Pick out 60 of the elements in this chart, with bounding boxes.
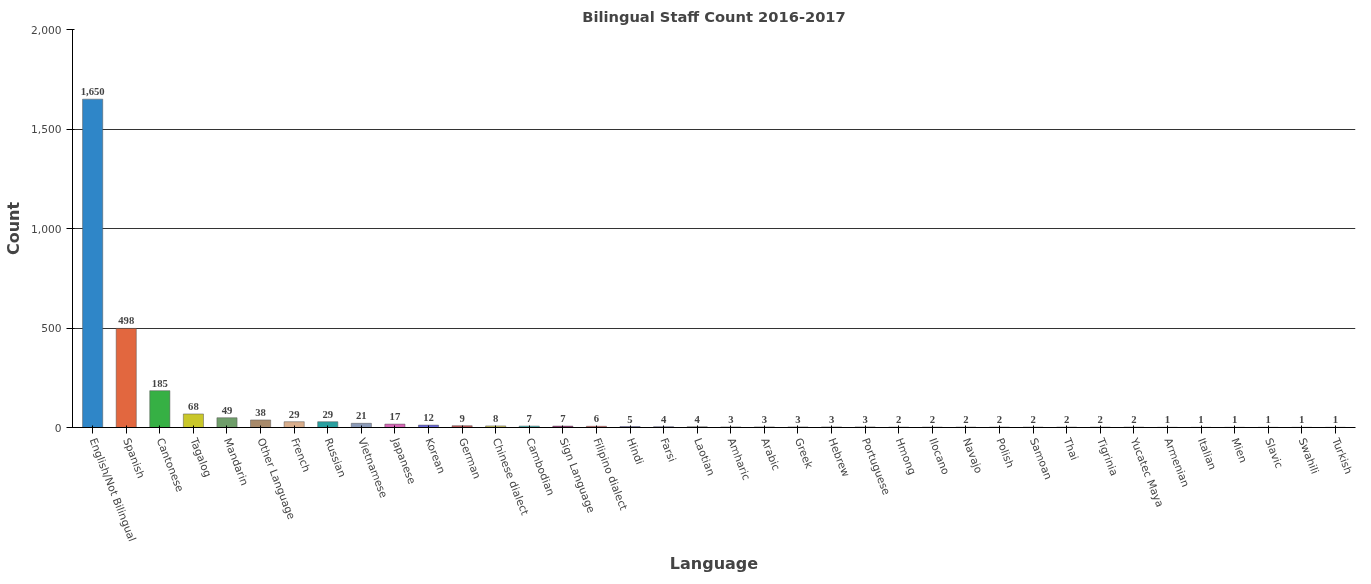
- data-label: 498: [118, 315, 135, 327]
- y-tick-label: 500: [41, 322, 62, 335]
- data-label: 12: [423, 412, 434, 424]
- data-label: 3: [728, 413, 734, 425]
- y-tick-label: 1,500: [30, 123, 62, 136]
- y-tick-label: 2,000: [30, 23, 62, 37]
- data-label: 2: [929, 414, 935, 426]
- data-label: 3: [862, 413, 868, 425]
- data-label: 3: [761, 413, 768, 425]
- x-tick-label: Navajo: [959, 436, 986, 476]
- data-label: 2: [1030, 414, 1036, 426]
- data-label: 2: [996, 414, 1003, 426]
- y-tick-label: 0: [54, 421, 62, 435]
- data-label: 21: [356, 410, 367, 422]
- data-label: 1: [1299, 414, 1305, 426]
- data-label: 2: [1097, 414, 1103, 426]
- data-label: 1: [1332, 414, 1339, 426]
- data-label: 29: [288, 408, 300, 420]
- data-label: 1: [1198, 414, 1204, 426]
- data-label: 49: [221, 404, 233, 416]
- x-tick-label: Arabic: [758, 436, 783, 473]
- x-tick-label: Tigrinia: [1093, 435, 1121, 478]
- x-tick-label: Farsi: [657, 436, 679, 464]
- data-label: 4: [694, 413, 701, 425]
- y-tick-label: 1,000: [30, 222, 62, 236]
- data-label: 17: [389, 411, 401, 423]
- x-tick-label: Slavic: [1262, 436, 1286, 471]
- data-label: 185: [151, 377, 168, 389]
- x-tick-label: Korean: [422, 436, 448, 476]
- x-tick-label: Turkish: [1328, 435, 1355, 476]
- data-label: 7: [560, 413, 567, 425]
- y-axis-title: Count: [3, 201, 23, 256]
- data-label: 4: [660, 413, 667, 425]
- data-label: 6: [593, 413, 600, 425]
- x-tick-label: Greek: [791, 436, 816, 472]
- data-label: 1: [1265, 414, 1271, 426]
- data-label: 3: [828, 413, 835, 425]
- data-label: 2: [896, 414, 902, 426]
- data-label: 68: [188, 400, 199, 412]
- x-axis-title: Language: [669, 553, 759, 573]
- x-tick-label: Hindi: [623, 436, 647, 467]
- data-label: 38: [255, 406, 266, 418]
- x-tick-label: French: [288, 436, 314, 474]
- data-label: 2: [1063, 414, 1070, 426]
- data-label: 3: [795, 413, 801, 425]
- data-label: 1: [1231, 414, 1238, 426]
- data-label: 29: [322, 408, 334, 420]
- data-label: 9: [459, 412, 465, 424]
- x-tick-label: Polish: [993, 436, 1017, 470]
- chart-title: Bilingual Staff Count 2016-2017: [582, 7, 846, 25]
- data-label: 1: [1164, 414, 1171, 426]
- data-label: 7: [526, 413, 533, 425]
- data-label: 8: [493, 412, 499, 424]
- data-label: 2: [1131, 414, 1137, 426]
- x-tick-label: Mien: [1228, 436, 1250, 465]
- data-label: 5: [627, 413, 633, 425]
- x-tick-label: Thai: [1060, 435, 1081, 463]
- data-label: 1,650: [80, 86, 105, 98]
- x-tick-label: Italian: [1194, 436, 1220, 472]
- data-label: 2: [963, 414, 969, 426]
